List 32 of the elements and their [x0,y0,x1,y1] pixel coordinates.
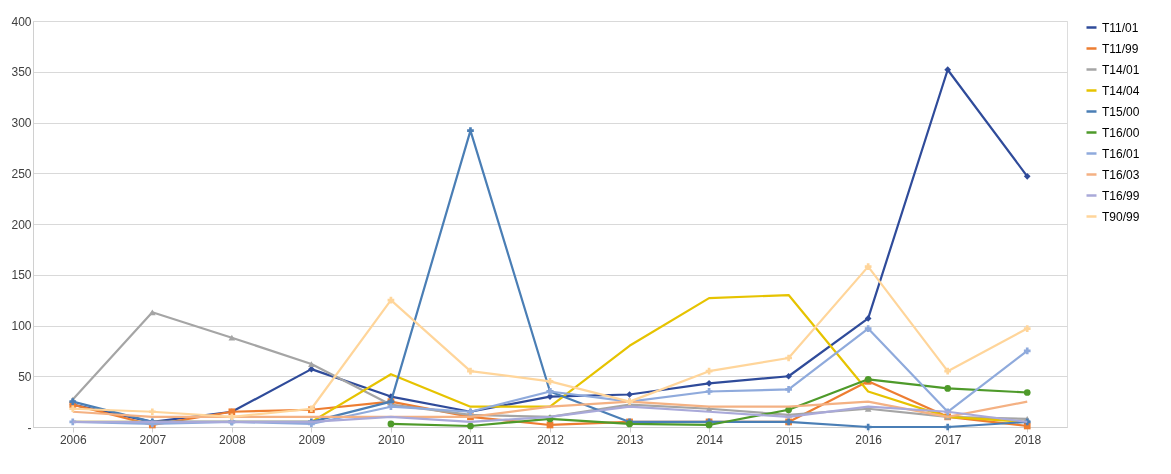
y-tick-label: 350 [11,65,32,80]
x-tick-label: 2008 [218,432,247,447]
y-tick-label: 300 [11,116,32,130]
legend-label: T11/01 [1102,20,1139,35]
x-tick-label: 2011 [458,432,485,447]
x-tick-label: 2009 [298,432,326,447]
x-tick-label: 2013 [616,432,644,447]
legend-label: T14/01 [1102,62,1140,77]
y-tick-label: 50 [18,369,32,384]
y-tick-label: 250 [11,166,32,181]
x-tick-label: 2018 [1014,432,1042,447]
y-tick-label: 200 [11,217,32,232]
x-tick-label: 2017 [934,432,962,447]
x-tick-label: 2016 [855,432,883,447]
legend-label: T16/00 [1102,125,1140,140]
legend-label: T14/04 [1102,83,1140,98]
x-tick-label: 2006 [59,432,87,447]
legend-label: T16/03 [1102,167,1140,182]
x-tick-label: 2007 [139,432,167,447]
x-tick-label: 2010 [378,432,406,447]
legend-label: T90/99 [1102,209,1140,224]
legend-label: T16/01 [1102,146,1140,161]
y-tick-label: 400 [11,14,32,29]
y-tick-label: 150 [11,268,32,283]
x-tick-label: 2015 [775,432,803,447]
legend-label: T15/00 [1102,104,1140,119]
legend-label: T11/99 [1102,41,1139,56]
x-tick-label: 2012 [537,432,565,447]
x-tick-label: 2014 [696,432,724,447]
y-tick-label: 100 [11,319,32,333]
legend-label: T16/99 [1102,188,1140,203]
y-tick-label: - [27,420,32,435]
